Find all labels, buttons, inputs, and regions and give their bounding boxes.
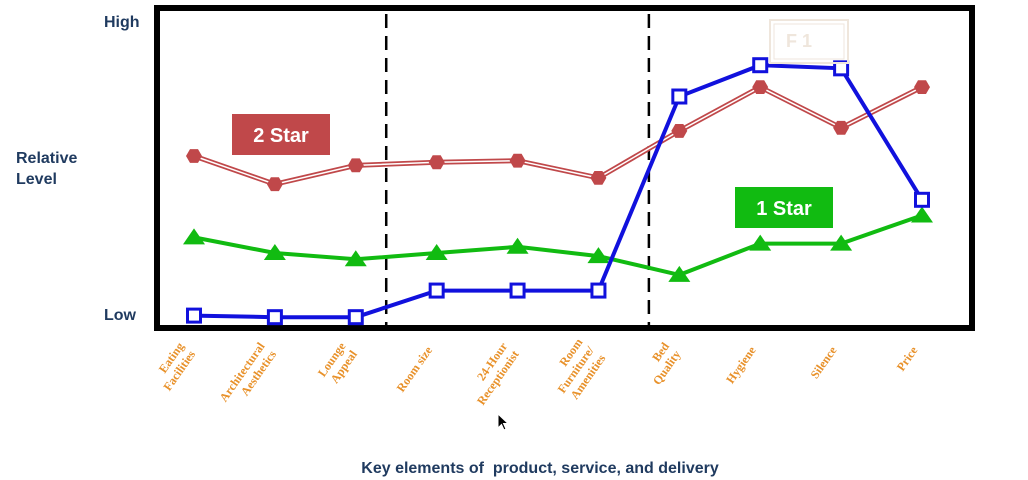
data-point bbox=[186, 307, 202, 324]
data-point bbox=[428, 155, 445, 170]
x-tick-label: BedQuality bbox=[638, 339, 683, 387]
x-tick-label-line: Silence bbox=[807, 343, 840, 381]
data-point bbox=[186, 149, 202, 163]
data-point bbox=[833, 120, 850, 135]
data-point bbox=[671, 88, 688, 105]
x-tick-label: Hygiene bbox=[723, 343, 759, 386]
x-axis-title: Key elements of product, service, and de… bbox=[361, 460, 719, 477]
data-point bbox=[344, 250, 367, 267]
data-point bbox=[914, 80, 930, 94]
x-tick-label-line: Hygiene bbox=[723, 343, 759, 386]
x-tick-label: Room size bbox=[394, 343, 436, 394]
series-f-1 bbox=[186, 57, 930, 326]
series-line bbox=[193, 63, 924, 320]
x-tick-label: Silence bbox=[807, 343, 840, 381]
data-point bbox=[263, 244, 286, 261]
plot-frame bbox=[154, 5, 975, 331]
data-point bbox=[914, 191, 930, 208]
data-point bbox=[752, 57, 769, 74]
y-high-label: High bbox=[104, 14, 140, 31]
x-tick-label: 24-HourReceptionist bbox=[462, 339, 522, 407]
x-tick-label-line: Room size bbox=[394, 343, 436, 394]
data-point bbox=[590, 171, 607, 185]
series-badge-2-star-bg bbox=[232, 114, 330, 155]
series-line bbox=[193, 213, 923, 277]
series-badge-f1-bg bbox=[769, 19, 849, 64]
data-point bbox=[183, 228, 205, 245]
data-point bbox=[749, 234, 772, 251]
series-badge-2-star: 2 Star bbox=[232, 114, 330, 155]
data-point bbox=[830, 234, 853, 251]
series-badge-1-star: 1 Star bbox=[735, 187, 833, 228]
data-point bbox=[590, 282, 607, 299]
x-tick-label: RoomFurniture/Amenities bbox=[543, 335, 609, 404]
y-axis-title-line2: Level bbox=[16, 171, 57, 188]
data-point bbox=[668, 265, 691, 282]
data-point bbox=[911, 206, 933, 223]
data-point bbox=[587, 247, 610, 264]
data-point bbox=[509, 282, 526, 299]
data-point bbox=[506, 237, 529, 254]
data-point bbox=[425, 244, 448, 261]
series-line-inner bbox=[193, 86, 923, 185]
data-point bbox=[509, 153, 526, 168]
data-point bbox=[671, 124, 688, 138]
y-axis-title: Relative Level bbox=[16, 150, 82, 188]
data-point bbox=[347, 309, 364, 326]
y-low-label: Low bbox=[104, 307, 137, 324]
series-2-star bbox=[186, 80, 930, 192]
x-tick-label: Price bbox=[894, 343, 921, 373]
series-badge-1-star-bg bbox=[735, 187, 833, 228]
data-point bbox=[428, 282, 445, 299]
data-point bbox=[347, 158, 364, 173]
series-badge-2-star-label: 2 Star bbox=[253, 125, 309, 147]
data-point bbox=[266, 309, 283, 326]
data-point bbox=[833, 60, 850, 77]
x-tick-label-line: Price bbox=[894, 343, 921, 373]
series-badge-f1-label: F 1 bbox=[786, 31, 812, 51]
x-tick-label: LoungeAppeal bbox=[315, 339, 361, 387]
series-badge-f1-inner bbox=[773, 23, 845, 60]
x-tick-labels: EatingFacilities ArchitecturalAesthetics L… bbox=[149, 335, 921, 412]
data-point bbox=[266, 177, 283, 192]
mouse-cursor-icon bbox=[497, 412, 510, 431]
series-badge-f1: F 1 bbox=[769, 19, 849, 64]
series-1-star bbox=[183, 206, 933, 282]
y-axis-title-line1: Relative bbox=[16, 150, 77, 167]
series-badge-1-star-label: 1 Star bbox=[756, 198, 812, 220]
x-tick-label: EatingFacilities bbox=[149, 339, 199, 393]
x-tick-label: ArchitecturalAesthetics bbox=[217, 339, 280, 412]
series-layer bbox=[183, 57, 933, 326]
data-point bbox=[752, 80, 769, 94]
